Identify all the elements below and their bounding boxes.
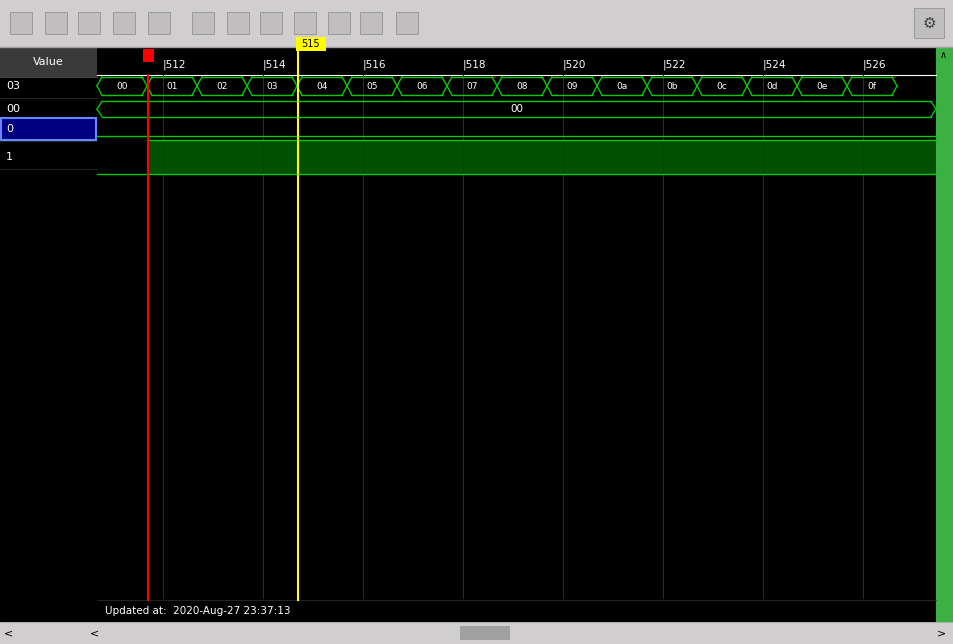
Bar <box>148 140 935 174</box>
Text: 03: 03 <box>266 82 277 91</box>
Bar <box>260 12 282 34</box>
Bar <box>328 12 350 34</box>
Bar <box>0 0 953 47</box>
Bar <box>0 47 97 622</box>
Bar <box>359 12 381 34</box>
Text: |518: |518 <box>462 60 486 70</box>
Text: 0d: 0d <box>765 82 777 91</box>
Bar <box>227 12 249 34</box>
Text: 00: 00 <box>6 104 20 114</box>
Text: 04: 04 <box>316 82 327 91</box>
Text: 05: 05 <box>366 82 377 91</box>
Text: 09: 09 <box>566 82 578 91</box>
Text: 0e: 0e <box>816 82 827 91</box>
Bar <box>295 37 326 51</box>
Bar <box>97 600 935 622</box>
Text: 06: 06 <box>416 82 427 91</box>
Text: 08: 08 <box>516 82 527 91</box>
Text: |526: |526 <box>862 60 885 70</box>
Text: 00: 00 <box>116 82 128 91</box>
Bar <box>143 49 153 62</box>
Text: 0f: 0f <box>866 82 876 91</box>
Text: Value: Value <box>32 57 63 67</box>
Text: 0c: 0c <box>716 82 726 91</box>
Text: ⚙: ⚙ <box>922 15 935 30</box>
Text: 07: 07 <box>466 82 477 91</box>
Bar <box>148 12 170 34</box>
Text: 03: 03 <box>6 81 20 91</box>
Text: <: < <box>90 628 99 638</box>
Bar <box>0 622 953 644</box>
Bar <box>913 8 943 38</box>
Bar <box>395 12 417 34</box>
Bar <box>45 12 67 34</box>
Text: |524: |524 <box>762 60 785 70</box>
Bar <box>459 626 510 640</box>
Text: |520: |520 <box>562 60 586 70</box>
Bar <box>1 118 96 140</box>
Bar <box>192 12 213 34</box>
Text: 0b: 0b <box>665 82 677 91</box>
Text: 00: 00 <box>510 104 522 114</box>
Bar <box>935 47 953 622</box>
Text: 0a: 0a <box>616 82 627 91</box>
Text: 515: 515 <box>301 39 320 49</box>
Bar <box>78 12 100 34</box>
Text: |514: |514 <box>263 60 286 70</box>
Text: ∧: ∧ <box>939 50 946 60</box>
Text: |516: |516 <box>363 60 386 70</box>
Text: Updated at:  2020-Aug-27 23:37:13: Updated at: 2020-Aug-27 23:37:13 <box>105 606 291 616</box>
Text: 1: 1 <box>6 152 13 162</box>
Bar <box>10 12 32 34</box>
Bar <box>97 47 935 600</box>
Text: 01: 01 <box>166 82 177 91</box>
Bar <box>294 12 315 34</box>
Bar <box>112 12 135 34</box>
Bar <box>0 47 97 77</box>
Text: |512: |512 <box>163 60 186 70</box>
Text: |522: |522 <box>662 60 686 70</box>
Text: 0: 0 <box>6 124 13 134</box>
Text: 02: 02 <box>216 82 228 91</box>
Text: >: > <box>936 628 945 638</box>
Text: <: < <box>4 628 13 638</box>
